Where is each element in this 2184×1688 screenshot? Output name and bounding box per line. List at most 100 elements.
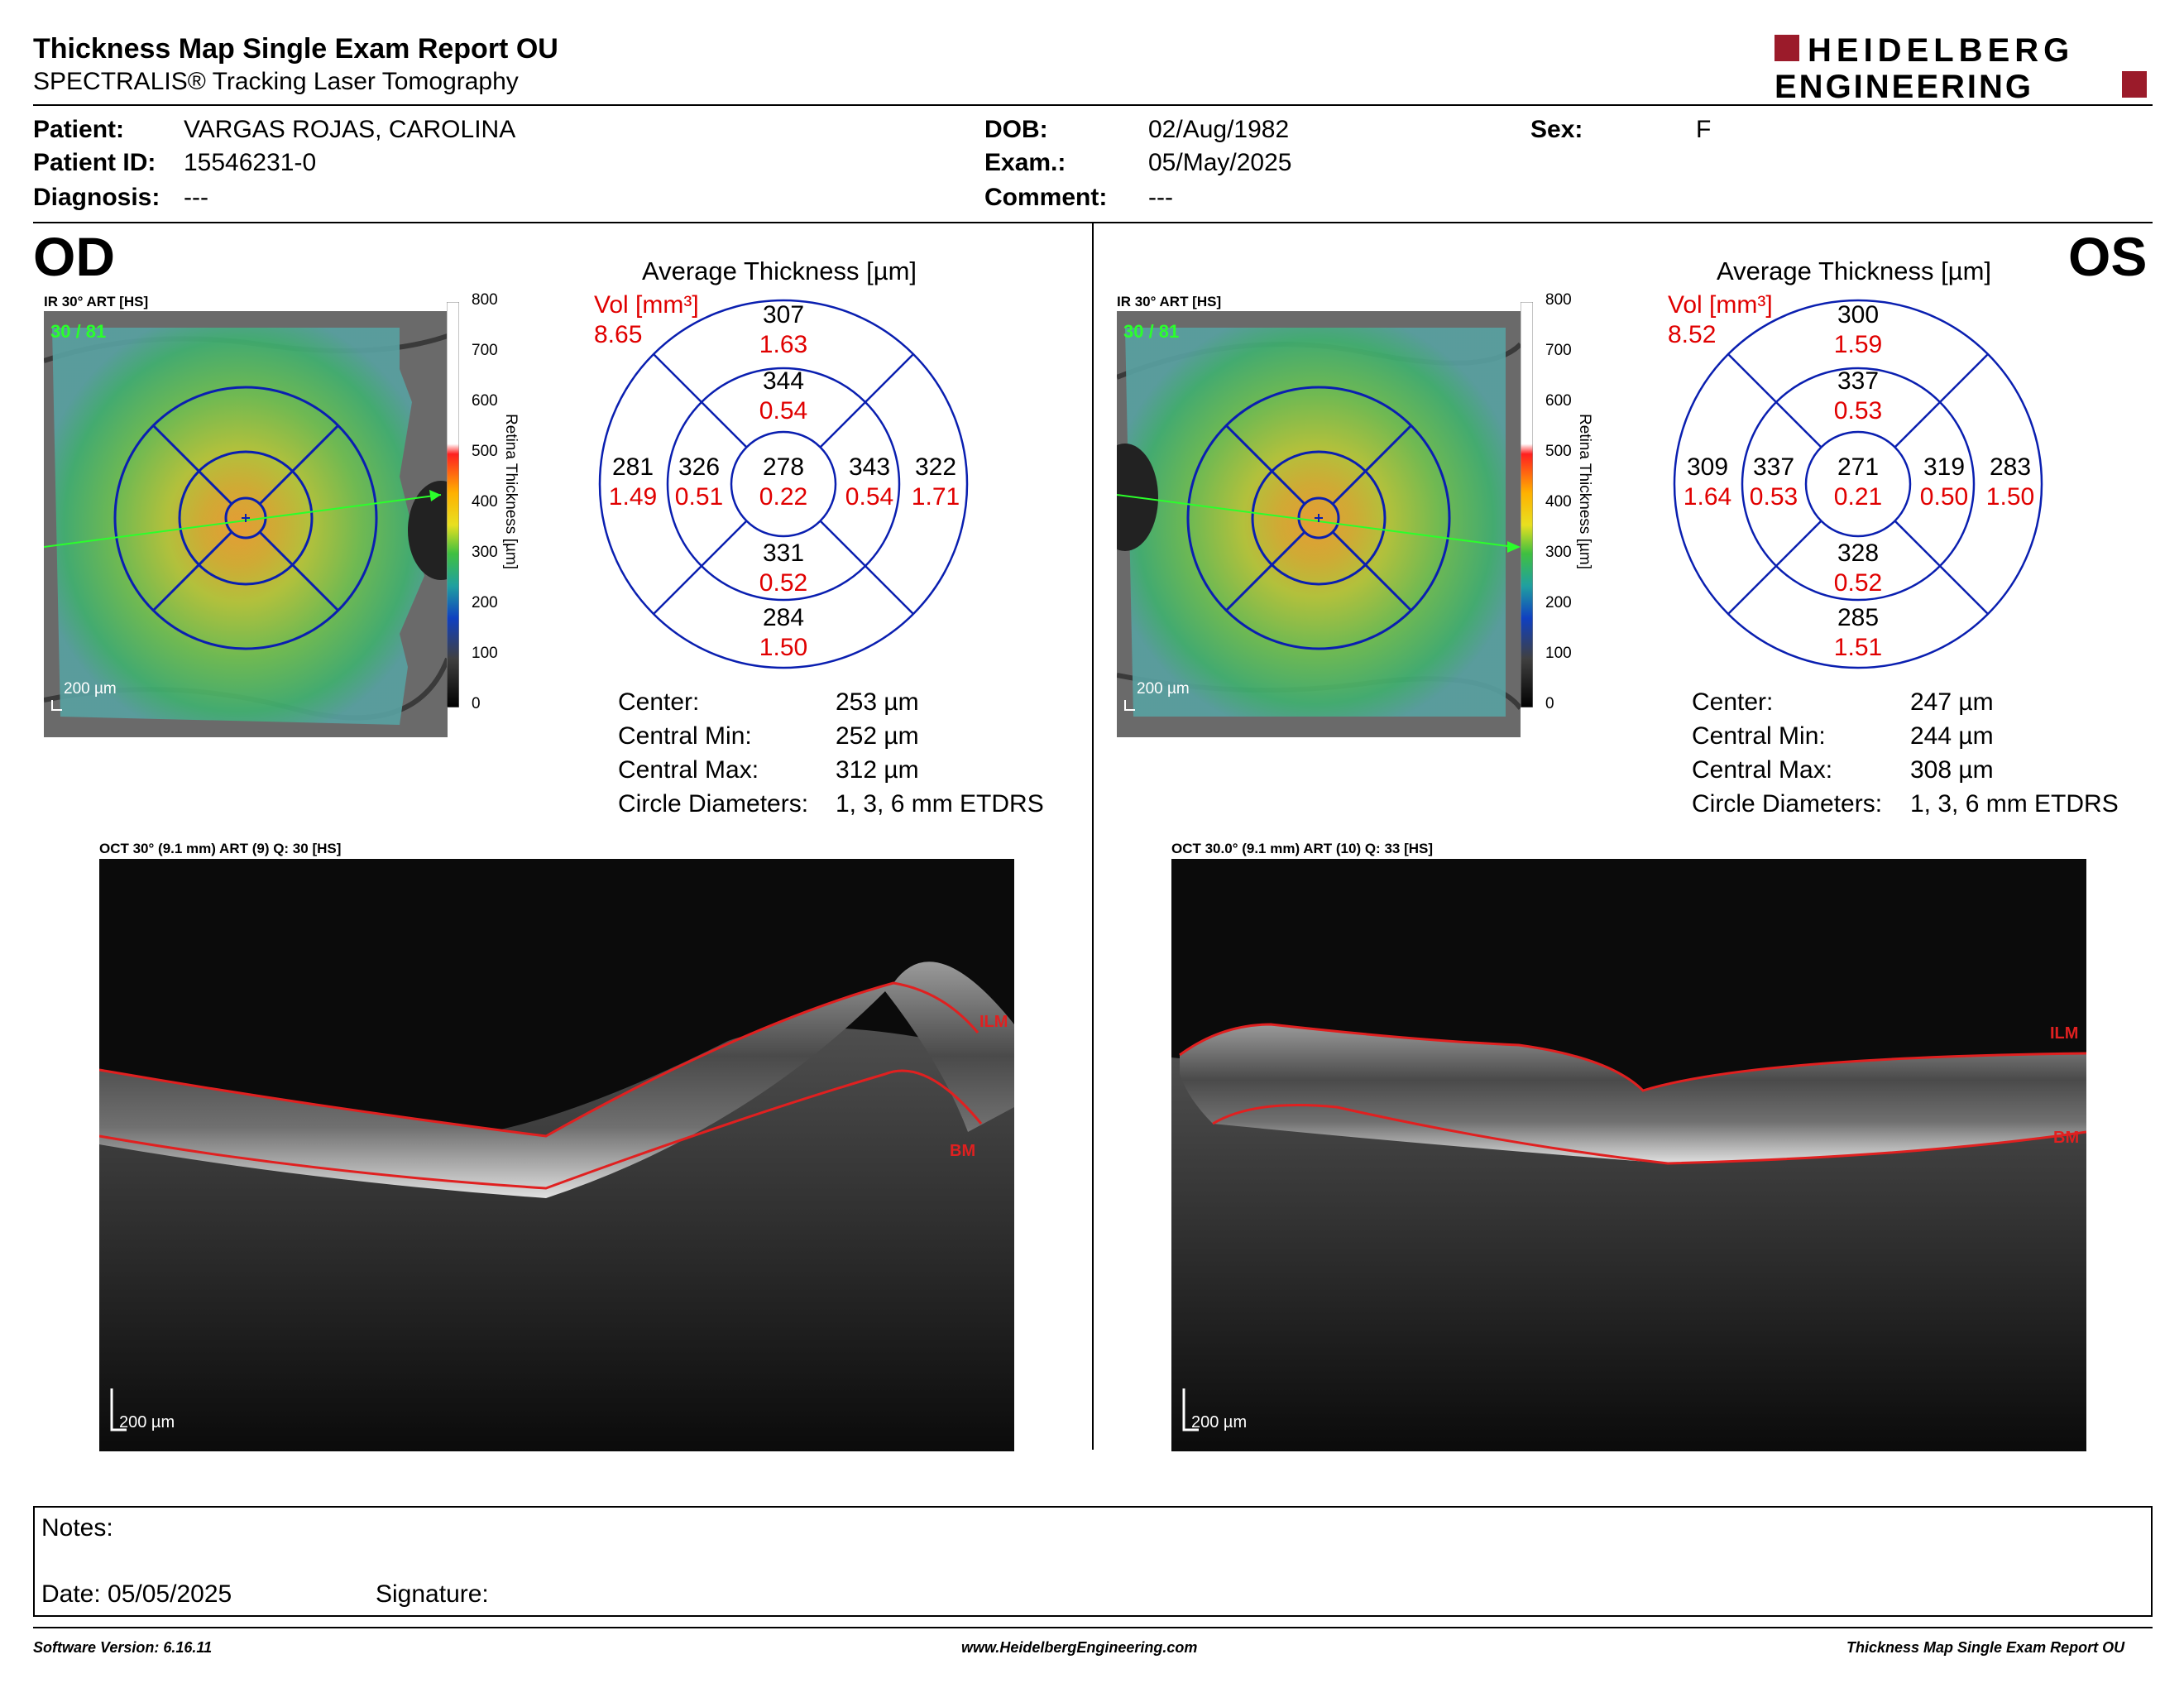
- od-cbar-tick-300: 300: [472, 544, 498, 561]
- patient-id-label: Patient ID:: [33, 149, 156, 176]
- od-inner-sup-thick: 344: [762, 367, 805, 395]
- website-link[interactable]: www.HeidelbergEngineering.com: [961, 1639, 1198, 1656]
- os-inner-sup-thick: 337: [1837, 367, 1880, 395]
- exam-value: 05/May/2025: [1148, 149, 1292, 176]
- os-inner-left-vol: 0.53: [1749, 483, 1798, 511]
- os-inner-right-vol: 0.50: [1919, 483, 1969, 511]
- os-cbar-tick-200: 200: [1545, 594, 1572, 611]
- od-thickness-map: 30 / 81 200 µm: [44, 311, 448, 737]
- notes-box[interactable]: Notes: Date: 05/05/2025 Signature:: [33, 1506, 2153, 1617]
- od-cbar-tick-400: 400: [472, 493, 498, 511]
- od-center-thick: 278: [762, 453, 805, 481]
- od-inner-left-vol: 0.51: [674, 483, 724, 511]
- od-cbar-tick-800: 800: [472, 291, 498, 309]
- os-diam-label: Circle Diameters:: [1692, 790, 1883, 818]
- os-colorbar: [1520, 301, 1534, 708]
- report-subtitle: SPECTRALIS® Tracking Laser Tomography: [33, 68, 519, 95]
- od-ir-label: IR 30° ART [HS]: [44, 294, 149, 309]
- heidelberg-logo: HEIDELBERG ENGINEERING: [1774, 31, 2155, 105]
- logo-line-2: ENGINEERING: [1774, 69, 2033, 101]
- os-cbar-tick-300: 300: [1545, 544, 1572, 561]
- od-outer-left-vol: 1.49: [608, 483, 658, 511]
- od-cbar-title: Retina Thickness [µm]: [502, 414, 520, 569]
- os-center-label: Center:: [1692, 688, 1774, 716]
- patient-name: VARGAS ROJAS, CAROLINA: [184, 116, 516, 143]
- os-outer-left-vol: 1.64: [1683, 483, 1732, 511]
- od-max-label: Central Max:: [618, 756, 759, 784]
- od-cbar-tick-200: 200: [472, 594, 498, 611]
- od-oct-bscan: ILM BM 200 µm: [99, 859, 1014, 1451]
- os-center-value: 247 µm: [1910, 688, 1994, 716]
- os-inner-inf-thick: 328: [1837, 539, 1880, 567]
- os-inner-right-thick: 319: [1923, 453, 1966, 481]
- os-inner-inf-vol: 0.52: [1833, 569, 1883, 597]
- od-ir-scale: 200 µm: [64, 680, 117, 698]
- od-min-label: Central Min:: [618, 722, 752, 750]
- os-min-value: 244 µm: [1910, 722, 1994, 750]
- os-cbar-tick-0: 0: [1545, 695, 1554, 712]
- od-etdrs-grid: [597, 298, 970, 674]
- od-ilm-label: ILM: [979, 1013, 1008, 1031]
- os-ir-quality: 30 / 81: [1123, 321, 1180, 342]
- os-min-label: Central Min:: [1692, 722, 1826, 750]
- od-inner-right-thick: 343: [848, 453, 891, 481]
- os-max-label: Central Max:: [1692, 756, 1833, 784]
- od-oct-scale: 200 µm: [119, 1413, 175, 1431]
- os-bm-label: BM: [2053, 1129, 2080, 1147]
- od-cbar-tick-600: 600: [472, 392, 498, 410]
- od-cbar-tick-100: 100: [472, 645, 498, 662]
- sex-value: F: [1696, 116, 1712, 143]
- date-label: Date: 05/05/2025: [41, 1580, 232, 1608]
- os-inner-left-thick: 337: [1752, 453, 1795, 481]
- eye-divider: [1092, 223, 1094, 1450]
- os-cbar-tick-500: 500: [1545, 443, 1572, 460]
- header-rule: [33, 104, 2153, 106]
- comment-value: ---: [1148, 184, 1173, 211]
- od-oct-label: OCT 30° (9.1 mm) ART (9) Q: 30 [HS]: [99, 841, 342, 856]
- od-max-value: 312 µm: [836, 756, 919, 784]
- os-outer-sup-vol: 1.59: [1833, 331, 1883, 358]
- od-center-label: Center:: [618, 688, 700, 716]
- os-avg-title: Average Thickness [µm]: [1717, 257, 1992, 285]
- footer-report-title: Thickness Map Single Exam Report OU: [1846, 1639, 2125, 1656]
- os-cbar-tick-100: 100: [1545, 645, 1572, 662]
- od-diam-label: Circle Diameters:: [618, 790, 809, 818]
- os-outer-right-vol: 1.50: [1985, 483, 2035, 511]
- os-thickness-map: 30 / 81 200 µm: [1117, 311, 1521, 737]
- os-etdrs-grid: [1672, 298, 2044, 674]
- od-center-value: 253 µm: [836, 688, 919, 716]
- os-ir-scale: 200 µm: [1137, 680, 1190, 698]
- od-inner-left-thick: 326: [678, 453, 721, 481]
- os-cbar-tick-700: 700: [1545, 342, 1572, 359]
- info-rule: [33, 222, 2153, 223]
- os-outer-sup-thick: 300: [1837, 301, 1880, 328]
- os-outer-right-thick: 283: [1989, 453, 2032, 481]
- os-center-thick: 271: [1837, 453, 1880, 481]
- diagnosis-label: Diagnosis:: [33, 184, 160, 211]
- patient-id: 15546231-0: [184, 149, 317, 176]
- os-max-value: 308 µm: [1910, 756, 1994, 784]
- os-cbar-tick-800: 800: [1545, 291, 1572, 309]
- od-diam-value: 1, 3, 6 mm ETDRS: [836, 790, 1044, 818]
- notes-label: Notes:: [41, 1514, 113, 1542]
- patient-label: Patient:: [33, 116, 125, 143]
- os-ilm-label: ILM: [2050, 1024, 2079, 1043]
- os-oct-scale: 200 µm: [1191, 1413, 1248, 1431]
- od-outer-sup-thick: 307: [762, 301, 805, 328]
- diagnosis-value: ---: [184, 184, 208, 211]
- os-vol-total: 8.52: [1668, 321, 1717, 348]
- os-oct-label: OCT 30.0° (9.1 mm) ART (10) Q: 33 [HS]: [1171, 841, 1434, 856]
- logo-line-1: HEIDELBERG: [1808, 32, 2074, 69]
- od-colorbar: [446, 301, 460, 708]
- od-inner-inf-thick: 331: [762, 539, 805, 567]
- os-oct-bscan: ILM BM 200 µm: [1171, 859, 2086, 1451]
- os-cbar-title: Retina Thickness [µm]: [1576, 414, 1593, 569]
- od-outer-inf-vol: 1.50: [759, 634, 808, 661]
- dob-value: 02/Aug/1982: [1148, 116, 1290, 143]
- os-cbar-tick-600: 600: [1545, 392, 1572, 410]
- dob-label: DOB:: [984, 116, 1048, 143]
- od-center-vol: 0.22: [759, 483, 808, 511]
- od-min-value: 252 µm: [836, 722, 919, 750]
- os-outer-left-thick: 309: [1686, 453, 1729, 481]
- os-eye-label: OS: [2068, 226, 2148, 287]
